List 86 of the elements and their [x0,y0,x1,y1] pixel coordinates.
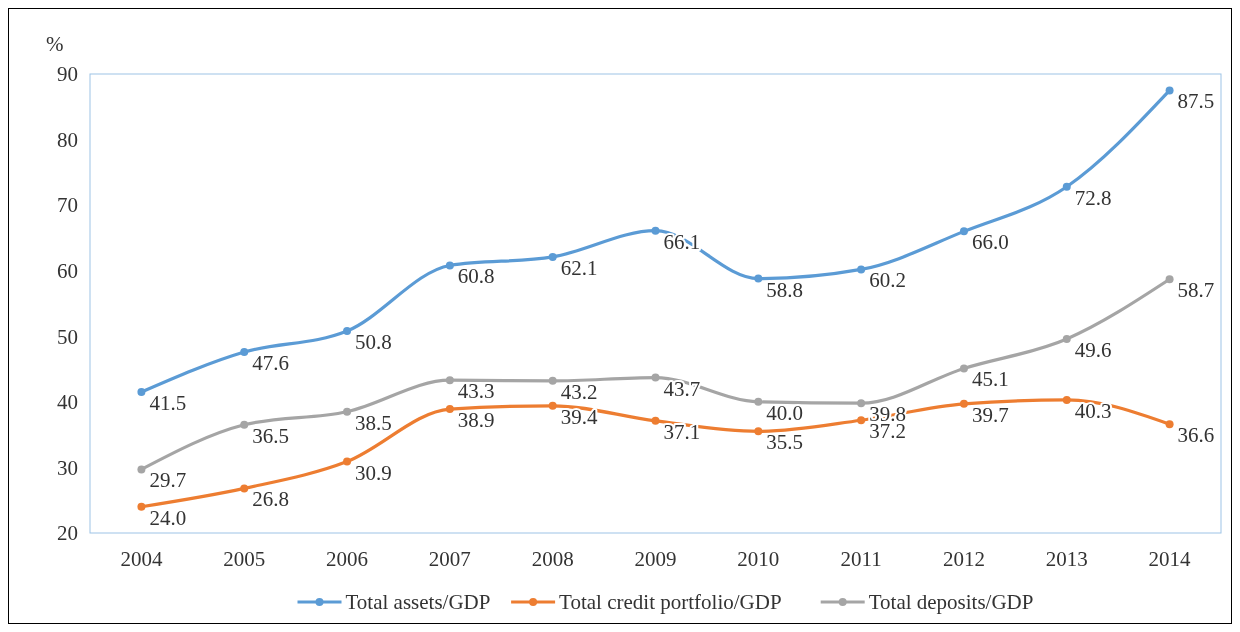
point [343,457,352,466]
point [240,348,249,357]
point [651,226,660,235]
point [548,401,557,410]
y-tick-label: 60 [57,259,78,284]
x-tick-label: 2006 [326,547,369,571]
point [754,274,763,283]
x-tick-label: 2013 [1045,547,1088,571]
data-label: 49.6 [1074,337,1112,362]
y-tick-label: 70 [57,193,78,218]
y-tick-label: 40 [57,390,78,415]
data-label: 43.7 [663,376,701,401]
point [959,399,968,408]
y-tick-label: 50 [57,324,78,349]
point [548,376,557,385]
data-label: 37.1 [663,419,701,444]
x-tick-label: 2014 [1148,547,1192,571]
point [857,399,866,408]
data-label: 39.7 [971,402,1009,427]
x-tick-label: 2005 [223,547,266,571]
data-label: 38.5 [355,410,392,435]
data-label: 41.5 [149,391,187,416]
data-label: 50.8 [355,330,392,355]
point [445,261,454,270]
data-label: 38.9 [457,408,495,433]
x-tick-label: 2011 [840,547,882,571]
data-label: 60.8 [457,264,495,289]
data-label: 43.3 [457,379,495,404]
data-label: 58.7 [1177,278,1215,303]
data-label: 72.8 [1074,185,1112,210]
point [959,364,968,373]
data-label: 40.3 [1074,398,1112,423]
point [754,427,763,436]
y-tick-label: 30 [57,455,78,480]
data-label: 36.6 [1177,423,1215,448]
data-label: 24.0 [149,505,187,530]
data-label: 39.4 [560,404,598,429]
data-label: 66.0 [971,230,1009,255]
point [651,373,660,382]
point [1165,420,1174,429]
y-tick-label: 20 [57,521,78,546]
data-label: 36.5 [252,423,289,448]
point [754,397,763,406]
legend-label: Total credit portfolio/GDP [559,590,782,615]
point [959,227,968,236]
x-tick-label: 2007 [428,547,471,571]
point [445,405,454,414]
point [548,252,557,261]
data-label: 60.2 [869,268,906,293]
y-tick-label: 90 [57,62,78,87]
data-label: 35.5 [766,430,804,455]
data-label: 45.1 [971,367,1009,392]
point [1165,86,1174,95]
point [651,416,660,425]
point [857,416,866,425]
data-label: 43.2 [560,379,598,404]
data-label: 26.8 [252,487,289,512]
point [857,265,866,274]
point [240,420,249,429]
data-label: 29.7 [149,468,187,493]
data-label: 62.1 [560,255,598,280]
data-label: 58.8 [766,277,804,302]
point [137,388,146,397]
point [137,465,146,474]
point [1062,334,1071,343]
point [1062,395,1071,404]
data-label: 87.5 [1177,89,1215,114]
x-tick-label: 2010 [737,547,780,571]
y-tick-label: 80 [57,127,78,152]
legend-label: Total assets/GDP [345,590,491,615]
point [137,502,146,511]
point [445,376,454,385]
data-label: 40.0 [766,400,804,425]
legend-label: Total deposits/GDP [868,590,1034,615]
point [240,484,249,493]
x-tick-label: 2012 [942,547,985,571]
point [1165,275,1174,284]
x-tick-label: 2009 [634,547,677,571]
point [1062,182,1071,191]
y-axis-title: % [46,32,64,56]
x-tick-label: 2008 [531,547,574,571]
x-tick-label: 2004 [120,547,163,571]
data-label: 30.9 [355,460,392,485]
data-label: 47.6 [252,351,289,376]
point [343,407,352,416]
point [343,327,352,336]
